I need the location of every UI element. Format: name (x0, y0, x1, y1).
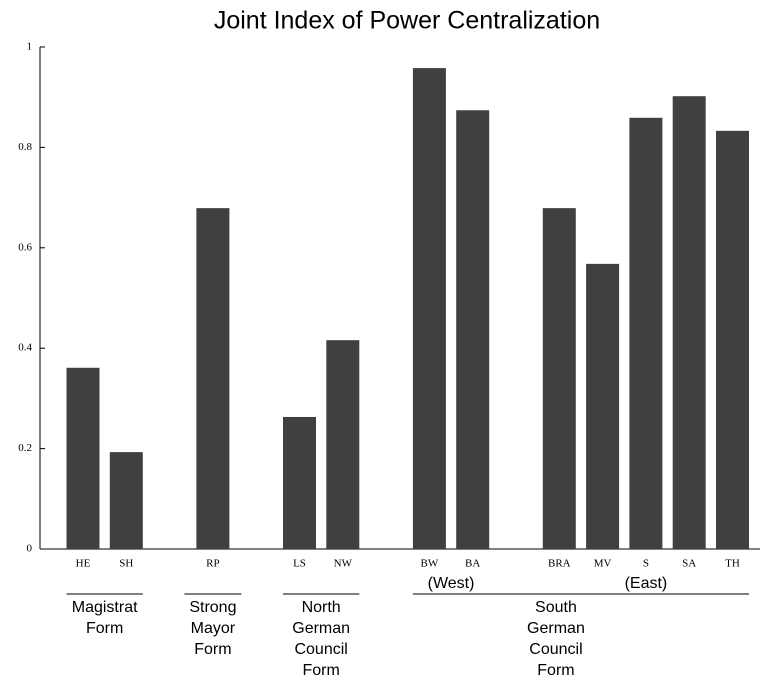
bar (672, 96, 706, 550)
x-tick-label: RP (206, 558, 219, 570)
bar (283, 416, 316, 549)
x-tick-label: BRA (548, 558, 571, 570)
y-tick-label: 0.4 (18, 342, 32, 354)
bar (456, 110, 490, 549)
bar (109, 452, 143, 549)
y-tick-label: 0 (27, 543, 33, 555)
group-label: Strong (189, 599, 236, 616)
group-label: Form (302, 662, 339, 679)
x-tick-label: TH (725, 558, 740, 570)
bar (326, 340, 360, 549)
x-tick-label: MV (594, 558, 612, 570)
group-label: Council (294, 641, 347, 658)
subgroup-label: (West) (428, 575, 475, 592)
group-label: German (527, 620, 585, 637)
group-label: South (535, 599, 577, 616)
group-label: Form (86, 620, 123, 637)
bar (586, 263, 620, 549)
x-tick-label: HE (76, 558, 91, 570)
y-tick-label: 0.6 (18, 241, 32, 253)
bar (542, 208, 576, 549)
group-label: Form (537, 662, 574, 679)
bar (629, 117, 663, 550)
bar (716, 130, 749, 550)
group-label: Form (194, 641, 231, 658)
x-tick-label: LS (293, 558, 306, 570)
bar (66, 367, 100, 549)
group-label: Magistrat (72, 599, 138, 616)
x-tick-label: SA (682, 558, 696, 570)
chart-title: Joint Index of Power Centralization (214, 7, 600, 35)
group-label: German (292, 620, 350, 637)
x-tick-label: NW (334, 558, 353, 570)
bar (196, 208, 230, 549)
x-tick-label: BW (421, 558, 439, 570)
x-tick-label: BA (465, 558, 480, 570)
y-tick-label: 0.2 (18, 442, 32, 454)
y-tick-label: 0.8 (18, 141, 32, 153)
bar (412, 68, 446, 550)
subgroup-label: (East) (625, 575, 668, 592)
group-label: North (302, 599, 341, 616)
x-tick-label: SH (119, 558, 133, 570)
group-label: Council (529, 641, 582, 658)
y-tick-label: 1 (27, 41, 33, 53)
group-label: Mayor (191, 620, 236, 637)
x-tick-label: S (643, 558, 649, 570)
